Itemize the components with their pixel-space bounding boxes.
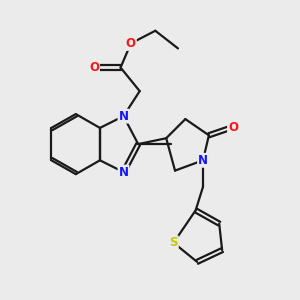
Text: O: O bbox=[126, 37, 136, 50]
Text: N: N bbox=[198, 154, 208, 167]
Text: O: O bbox=[89, 61, 99, 74]
Text: O: O bbox=[228, 121, 238, 134]
Text: N: N bbox=[118, 166, 128, 178]
Text: S: S bbox=[169, 236, 178, 249]
Text: N: N bbox=[118, 110, 128, 123]
